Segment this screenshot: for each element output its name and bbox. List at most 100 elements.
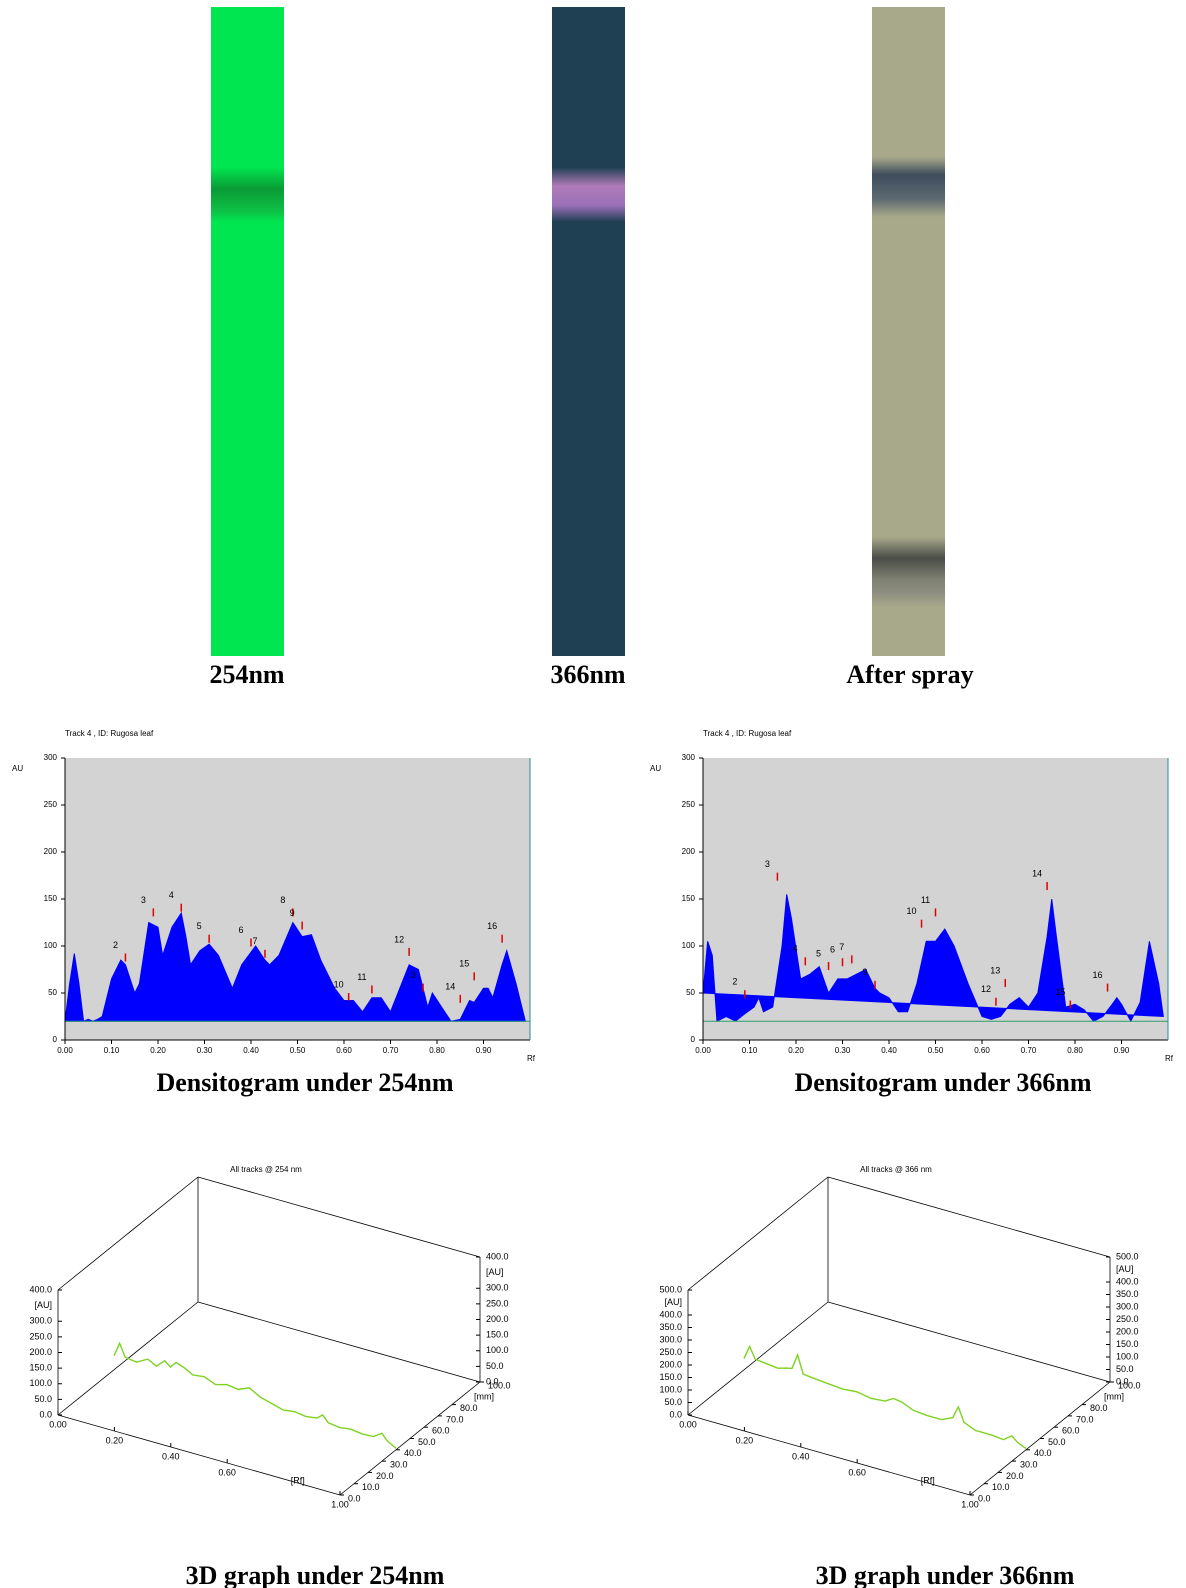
x-tick-label: 0.30 <box>197 1046 213 1055</box>
z-tick-label: 50.0 <box>486 1361 504 1371</box>
x-tick-label: 0.00 <box>49 1419 67 1429</box>
y-tick-label: 300 <box>44 753 58 762</box>
x-tick-label: 0.20 <box>150 1046 166 1055</box>
x-tick-label: 0.60 <box>336 1046 352 1055</box>
z-tick-label: 150.0 <box>486 1330 509 1340</box>
z-tick-label: 150.0 <box>1116 1339 1139 1349</box>
z-tick-label: 50.0 <box>34 1394 52 1404</box>
y-tick-label: 0 <box>691 1035 696 1044</box>
y-tick-label: 150 <box>682 894 696 903</box>
trace <box>113 1341 397 1449</box>
frame-edge <box>57 1176 199 1291</box>
peak-label: 15 <box>459 959 469 969</box>
x-tick-label: 0.40 <box>162 1451 180 1461</box>
y-tick-label: 80.0 <box>1090 1403 1108 1413</box>
x-tick-label: 0.20 <box>788 1046 804 1055</box>
peak-label: 2 <box>732 977 737 987</box>
chart-title: All tracks @ 254 nm <box>230 1165 302 1174</box>
y-tick-label: 80.0 <box>460 1403 478 1413</box>
peak-label: 6 <box>238 925 243 935</box>
z-tick-label: 150.0 <box>659 1372 682 1382</box>
caption: Densitogram under 366nm <box>794 1068 1091 1097</box>
y-tick-label: 50 <box>48 988 57 997</box>
x-tick-label: 0.50 <box>290 1046 306 1055</box>
x-tick-label: 0.70 <box>383 1046 399 1055</box>
profile <box>64 911 526 1022</box>
peak-label: 7 <box>252 936 257 946</box>
y-tick-label: 200 <box>44 847 58 856</box>
chart-title: All tracks @ 366 nm <box>860 1165 932 1174</box>
y-tick-label: 40.0 <box>1034 1448 1052 1458</box>
peak-label: 3 <box>765 859 770 869</box>
caption: Densitogram under 254nm <box>156 1068 453 1097</box>
z-axis-label: [AU] <box>664 1297 682 1307</box>
z-tick-label: 500.0 <box>659 1284 682 1294</box>
y-tick-label: 100.0 <box>488 1380 511 1390</box>
x-tick-label: 0.80 <box>1067 1046 1083 1055</box>
z-tick-label: 150.0 <box>29 1363 52 1373</box>
y-tick-label: 50.0 <box>418 1437 436 1447</box>
z-tick-label: 250.0 <box>1116 1314 1139 1324</box>
frame-edge <box>827 1301 1111 1383</box>
y-tick-label: 150 <box>44 894 58 903</box>
frame-edge <box>687 1176 829 1291</box>
z-tick-label: 400.0 <box>486 1251 509 1261</box>
x-axis-label: [Rf] <box>291 1475 305 1485</box>
x-tick-label: 0.60 <box>848 1467 866 1477</box>
z-tick-label: 100.0 <box>486 1345 509 1355</box>
profile <box>702 894 1164 1023</box>
y-tick-label: 50.0 <box>1048 1437 1066 1447</box>
peak-label: 12 <box>394 934 404 944</box>
trace <box>743 1344 1027 1450</box>
x-tick-label: 0.10 <box>742 1046 758 1055</box>
y-tick-label: 100 <box>682 941 696 950</box>
x-tick-label: 0.20 <box>736 1435 754 1445</box>
peak-label: 14 <box>1032 868 1042 878</box>
x-tick-label: 0.90 <box>476 1046 492 1055</box>
z-tick-label: 200.0 <box>486 1314 509 1324</box>
plate-caption: After spray <box>846 660 974 689</box>
x-tick-label: 0.40 <box>243 1046 259 1055</box>
peak-label: 2 <box>113 940 118 950</box>
y-tick-label: 200 <box>682 847 696 856</box>
x-tick-label: 0.00 <box>57 1046 73 1055</box>
x-tick-label: 0.90 <box>1114 1046 1130 1055</box>
z-tick-label: 250.0 <box>486 1298 509 1308</box>
x-tick-label: 0.00 <box>695 1046 711 1055</box>
z-tick-label: 300.0 <box>486 1283 509 1293</box>
x-axis-label: [Rf] <box>921 1475 935 1485</box>
y-tick-label: 70.0 <box>446 1414 464 1424</box>
plate-caption: 254nm <box>209 660 285 689</box>
z-tick-label: 300.0 <box>1116 1301 1139 1311</box>
frame-edge <box>197 1176 481 1258</box>
z-tick-label: 0.0 <box>1116 1376 1129 1386</box>
z-tick-label: 250.0 <box>659 1347 682 1357</box>
z-tick-label: 50.0 <box>1116 1364 1134 1374</box>
band <box>211 167 284 222</box>
peak-label: 15 <box>1055 987 1065 997</box>
x-tick-label: 0.20 <box>106 1435 124 1445</box>
z-tick-label: 400.0 <box>29 1284 52 1294</box>
y-tick-label: 0 <box>53 1035 58 1044</box>
z-tick-label: 350.0 <box>1116 1289 1139 1299</box>
peak-label: 9 <box>290 908 295 918</box>
plate-caption: 366nm <box>550 660 626 689</box>
y-tick-label: 70.0 <box>1076 1414 1094 1424</box>
peak-label: 3 <box>141 895 146 905</box>
z-axis-label: [AU] <box>486 1267 504 1277</box>
peak-label: 8 <box>280 895 285 905</box>
y-tick-label: 30.0 <box>1020 1459 1038 1469</box>
z-tick-label: 100.0 <box>1116 1351 1139 1361</box>
peak-label: 9 <box>863 967 868 977</box>
x-tick-label: 0.00 <box>679 1419 697 1429</box>
z-tick-label: 100.0 <box>659 1384 682 1394</box>
y-tick-label: 20.0 <box>1006 1471 1024 1481</box>
y-tick-label: 40.0 <box>404 1448 422 1458</box>
z-tick-label: 350.0 <box>659 1322 682 1332</box>
z-tick-label: 0.0 <box>39 1409 52 1419</box>
y-tick-label: 0.0 <box>348 1493 361 1503</box>
x-tick-label: 0.30 <box>835 1046 851 1055</box>
chart-title: Track 4 , ID: Rugosa leaf <box>65 729 154 738</box>
